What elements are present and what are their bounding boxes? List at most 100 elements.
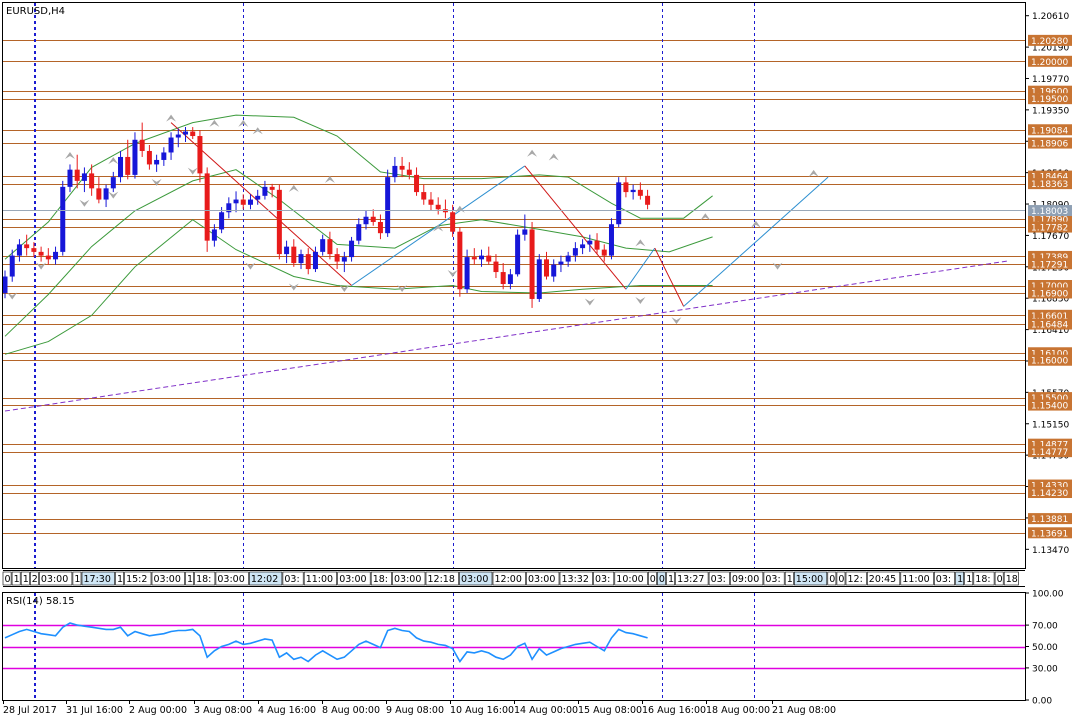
date-strip-cell (763, 571, 785, 586)
level-tag-label: 1.14230 (1031, 489, 1068, 499)
date-strip-cell (370, 571, 392, 586)
time-tick-label: 4 Aug 16:00 (258, 705, 316, 716)
date-strip-cell (81, 571, 115, 586)
candle-body (3, 276, 8, 293)
candle-body (479, 255, 485, 260)
candle-body (24, 244, 30, 249)
rsi-tick-label: 50.00 (1032, 643, 1058, 653)
date-strip: 0 1 1 2 03:00 1 17:30 1 15:2 03:00 1 18: 03:00 12:02 0… (2, 570, 1025, 587)
level-tag (1028, 280, 1072, 291)
date-strip-label: 18: (196, 574, 211, 585)
candle-body (551, 264, 557, 277)
candle-body (450, 212, 456, 232)
candle-body (161, 152, 167, 160)
bear-candle (327, 231, 333, 260)
fractal-up-icon (108, 157, 119, 165)
bear-candle (45, 248, 51, 265)
candle-body (154, 159, 160, 165)
date-strip-cell (784, 571, 794, 586)
candle-body (558, 261, 564, 265)
date-strip-cell (194, 571, 216, 586)
bull-candle (551, 259, 557, 282)
level-tag (1028, 93, 1072, 105)
level-tag-label: 1.16484 (1031, 321, 1068, 331)
candle-body (406, 169, 412, 175)
date-strip-cell (1003, 571, 1019, 586)
date-strip-label: 12:00 (495, 574, 522, 585)
candle-body (291, 246, 297, 264)
candle-body (16, 244, 22, 256)
date-strip-cell (964, 571, 974, 586)
fractal-up-icon (635, 239, 646, 247)
date-strip-label: 03:00 (339, 574, 366, 585)
fractal-down-icon (397, 284, 408, 292)
bear-candle (204, 167, 210, 252)
date-strip-cell (492, 571, 526, 586)
candle-body (74, 169, 80, 181)
date-strip-label: 03:00 (461, 574, 488, 585)
bull-candle (132, 132, 138, 179)
symbol-label: EURUSD,H4 (6, 6, 65, 17)
bear-candle (601, 244, 607, 262)
bear-candle (623, 177, 629, 198)
candle-body (31, 248, 37, 252)
candle-body (312, 251, 318, 270)
time-tick-label: 3 Aug 08:00 (194, 705, 252, 716)
bear-candle (414, 167, 420, 196)
bear-candle (146, 144, 152, 170)
candle-body (284, 246, 290, 255)
candle-body (211, 229, 217, 241)
date-strip-cell (933, 571, 955, 586)
date-strip-cell (793, 571, 828, 586)
bear-candle (435, 197, 441, 215)
date-strip-cell (337, 571, 371, 586)
bear-candle (190, 127, 196, 140)
fractal-up-icon (808, 169, 819, 177)
bull-candle (255, 189, 261, 205)
date-strip-label: 13:32 (562, 574, 589, 585)
rsi-tick-label: 0.00 (1032, 697, 1052, 707)
candle-body (471, 257, 477, 260)
date-strip-cell (827, 571, 837, 586)
bull-candle (154, 154, 160, 172)
date-strip-cell (675, 571, 709, 586)
date-strip-cell (282, 571, 304, 586)
candle-body (370, 216, 376, 222)
candle-body (132, 139, 138, 175)
bear-candle (334, 248, 340, 270)
level-tag-label: 1.14877 (1031, 441, 1068, 451)
date-strip-label: 17:30 (84, 574, 111, 585)
date-strip-label: 20:45 (869, 574, 896, 585)
current-price-tag (1028, 205, 1072, 217)
bull-candle (103, 184, 109, 208)
level-tag-label: 1.16000 (1031, 357, 1068, 367)
date-strip-cell (900, 571, 934, 586)
bear-candle (406, 162, 412, 180)
bull-candle (392, 156, 398, 183)
candle-body (9, 255, 15, 277)
level-tag-label: 1.17000 (1031, 282, 1068, 292)
bull-candle (363, 210, 369, 230)
bull-candle (558, 255, 564, 273)
trendline[interactable] (4, 260, 1009, 412)
level-tag-label: 1.17389 (1031, 253, 1068, 263)
level-tag (1028, 250, 1072, 262)
candle-body (435, 204, 441, 210)
date-strip-label: 03: (595, 574, 610, 585)
main-chart-frame (2, 2, 1026, 569)
candle-body (240, 199, 246, 205)
date-strip-label: 1 (74, 574, 80, 585)
time-tick-label: 14 Aug 00:00 (514, 705, 578, 716)
candle-body (276, 189, 282, 255)
date-strip-cell (29, 571, 39, 586)
candle-body (110, 177, 116, 189)
date-strip-cell (708, 571, 730, 586)
bear-candle (38, 246, 44, 262)
bear-candle (645, 189, 651, 210)
candle-body (645, 195, 651, 205)
candle-body (421, 192, 427, 200)
date-strip-cell (614, 571, 648, 586)
bull-candle (464, 249, 470, 293)
date-strip-cell (666, 571, 675, 586)
